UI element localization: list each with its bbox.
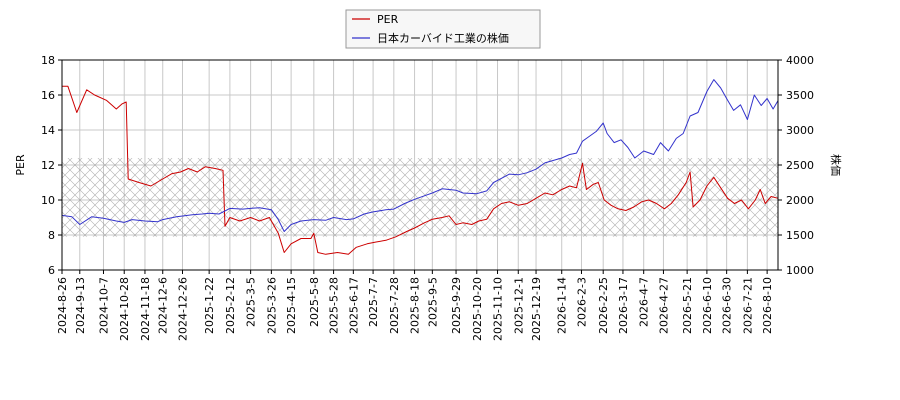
tick-label-x: 2025-3-26 bbox=[265, 277, 278, 334]
tick-label-x: 2024-12-26 bbox=[176, 277, 189, 341]
tick-label-x: 2025-9-29 bbox=[450, 277, 463, 334]
tick-label-left: 16 bbox=[41, 89, 55, 102]
tick-label-right: 1000 bbox=[786, 264, 814, 277]
tick-label-right: 1500 bbox=[786, 229, 814, 242]
tick-label-x: 2025-12-19 bbox=[530, 277, 543, 341]
tick-label-x: 2026-5-21 bbox=[681, 277, 694, 334]
tick-label-x: 2026-2-25 bbox=[597, 277, 610, 334]
tick-label-left: 12 bbox=[41, 159, 55, 172]
tick-label-left: 8 bbox=[48, 229, 55, 242]
tick-label-x: 2026-4-27 bbox=[657, 277, 670, 334]
legend-box bbox=[345, 9, 541, 49]
tick-label-x: 2024-10-28 bbox=[118, 277, 131, 341]
tick-label-right: 2500 bbox=[786, 159, 814, 172]
series-line-price bbox=[61, 79, 779, 232]
tick-label-left: 10 bbox=[41, 194, 55, 207]
axes: 6 8 10 12 14 16 18 1000 1500 2000 2500 3000 3500 4000… bbox=[41, 54, 814, 341]
tick-label-x: 2024-9-13 bbox=[74, 277, 87, 334]
tick-label-x: 2026-6-30 bbox=[721, 277, 734, 334]
tick-label-x: 2025-5-28 bbox=[328, 277, 341, 334]
tick-label-x: 2024-11-18 bbox=[139, 277, 152, 341]
tick-label-x: 2025-1-22 bbox=[203, 277, 216, 334]
tick-label-x: 2025-7-7 bbox=[367, 277, 380, 327]
tick-label-x: 2026-8-10 bbox=[761, 277, 774, 334]
tick-label-x: 2025-5-8 bbox=[308, 277, 321, 327]
tick-label-x: 2026-1-14 bbox=[556, 277, 569, 334]
tick-label-x: 2025-8-18 bbox=[409, 277, 422, 334]
tick-label-x: 2026-3-17 bbox=[617, 277, 630, 334]
tick-label-x: 2025-6-17 bbox=[347, 277, 360, 334]
tick-label-right: 3000 bbox=[786, 124, 814, 137]
tick-label-right: 4000 bbox=[786, 54, 814, 67]
tick-label-x: 2024-10-7 bbox=[97, 277, 110, 334]
tick-label-x: 2025-4-15 bbox=[285, 277, 298, 334]
legend-label-price: 日本カーバイド工業の株価 bbox=[377, 31, 509, 45]
tick-label-x: 2025-2-12 bbox=[224, 277, 237, 334]
tick-label-right: 3500 bbox=[786, 89, 814, 102]
tick-label-x: 2026-4-7 bbox=[638, 277, 651, 327]
tick-label-left: 18 bbox=[41, 54, 55, 67]
tick-label-x: 2025-10-20 bbox=[471, 277, 484, 341]
tick-label-x: 2024-12-6 bbox=[157, 277, 170, 334]
tick-label-right: 2000 bbox=[786, 194, 814, 207]
legend-label-per: PER bbox=[377, 13, 399, 26]
tick-label-x: 2026-7-21 bbox=[741, 277, 754, 334]
y-axis-right-label: 株価 bbox=[829, 154, 843, 176]
tick-label-left: 14 bbox=[41, 124, 55, 137]
tick-label-left: 6 bbox=[48, 264, 55, 277]
tick-label-x: 2025-7-28 bbox=[388, 277, 401, 334]
tick-label-x: 2025-3-5 bbox=[245, 277, 258, 327]
series-layer bbox=[61, 79, 779, 255]
y-axis-left-label: PER bbox=[14, 154, 27, 176]
tick-label-x: 2025-11-10 bbox=[492, 277, 505, 341]
tick-label-x: 2026-2-3 bbox=[575, 277, 588, 327]
tick-label-x: 2024-8-26 bbox=[56, 277, 69, 334]
tick-label-x: 2025-12-1 bbox=[512, 277, 525, 334]
series-line-per bbox=[62, 85, 779, 255]
tick-label-x: 2025-9-5 bbox=[426, 277, 439, 327]
tick-label-x: 2026-6-10 bbox=[701, 277, 714, 334]
legend: PER 日本カーバイド工業の株価 bbox=[345, 9, 541, 49]
